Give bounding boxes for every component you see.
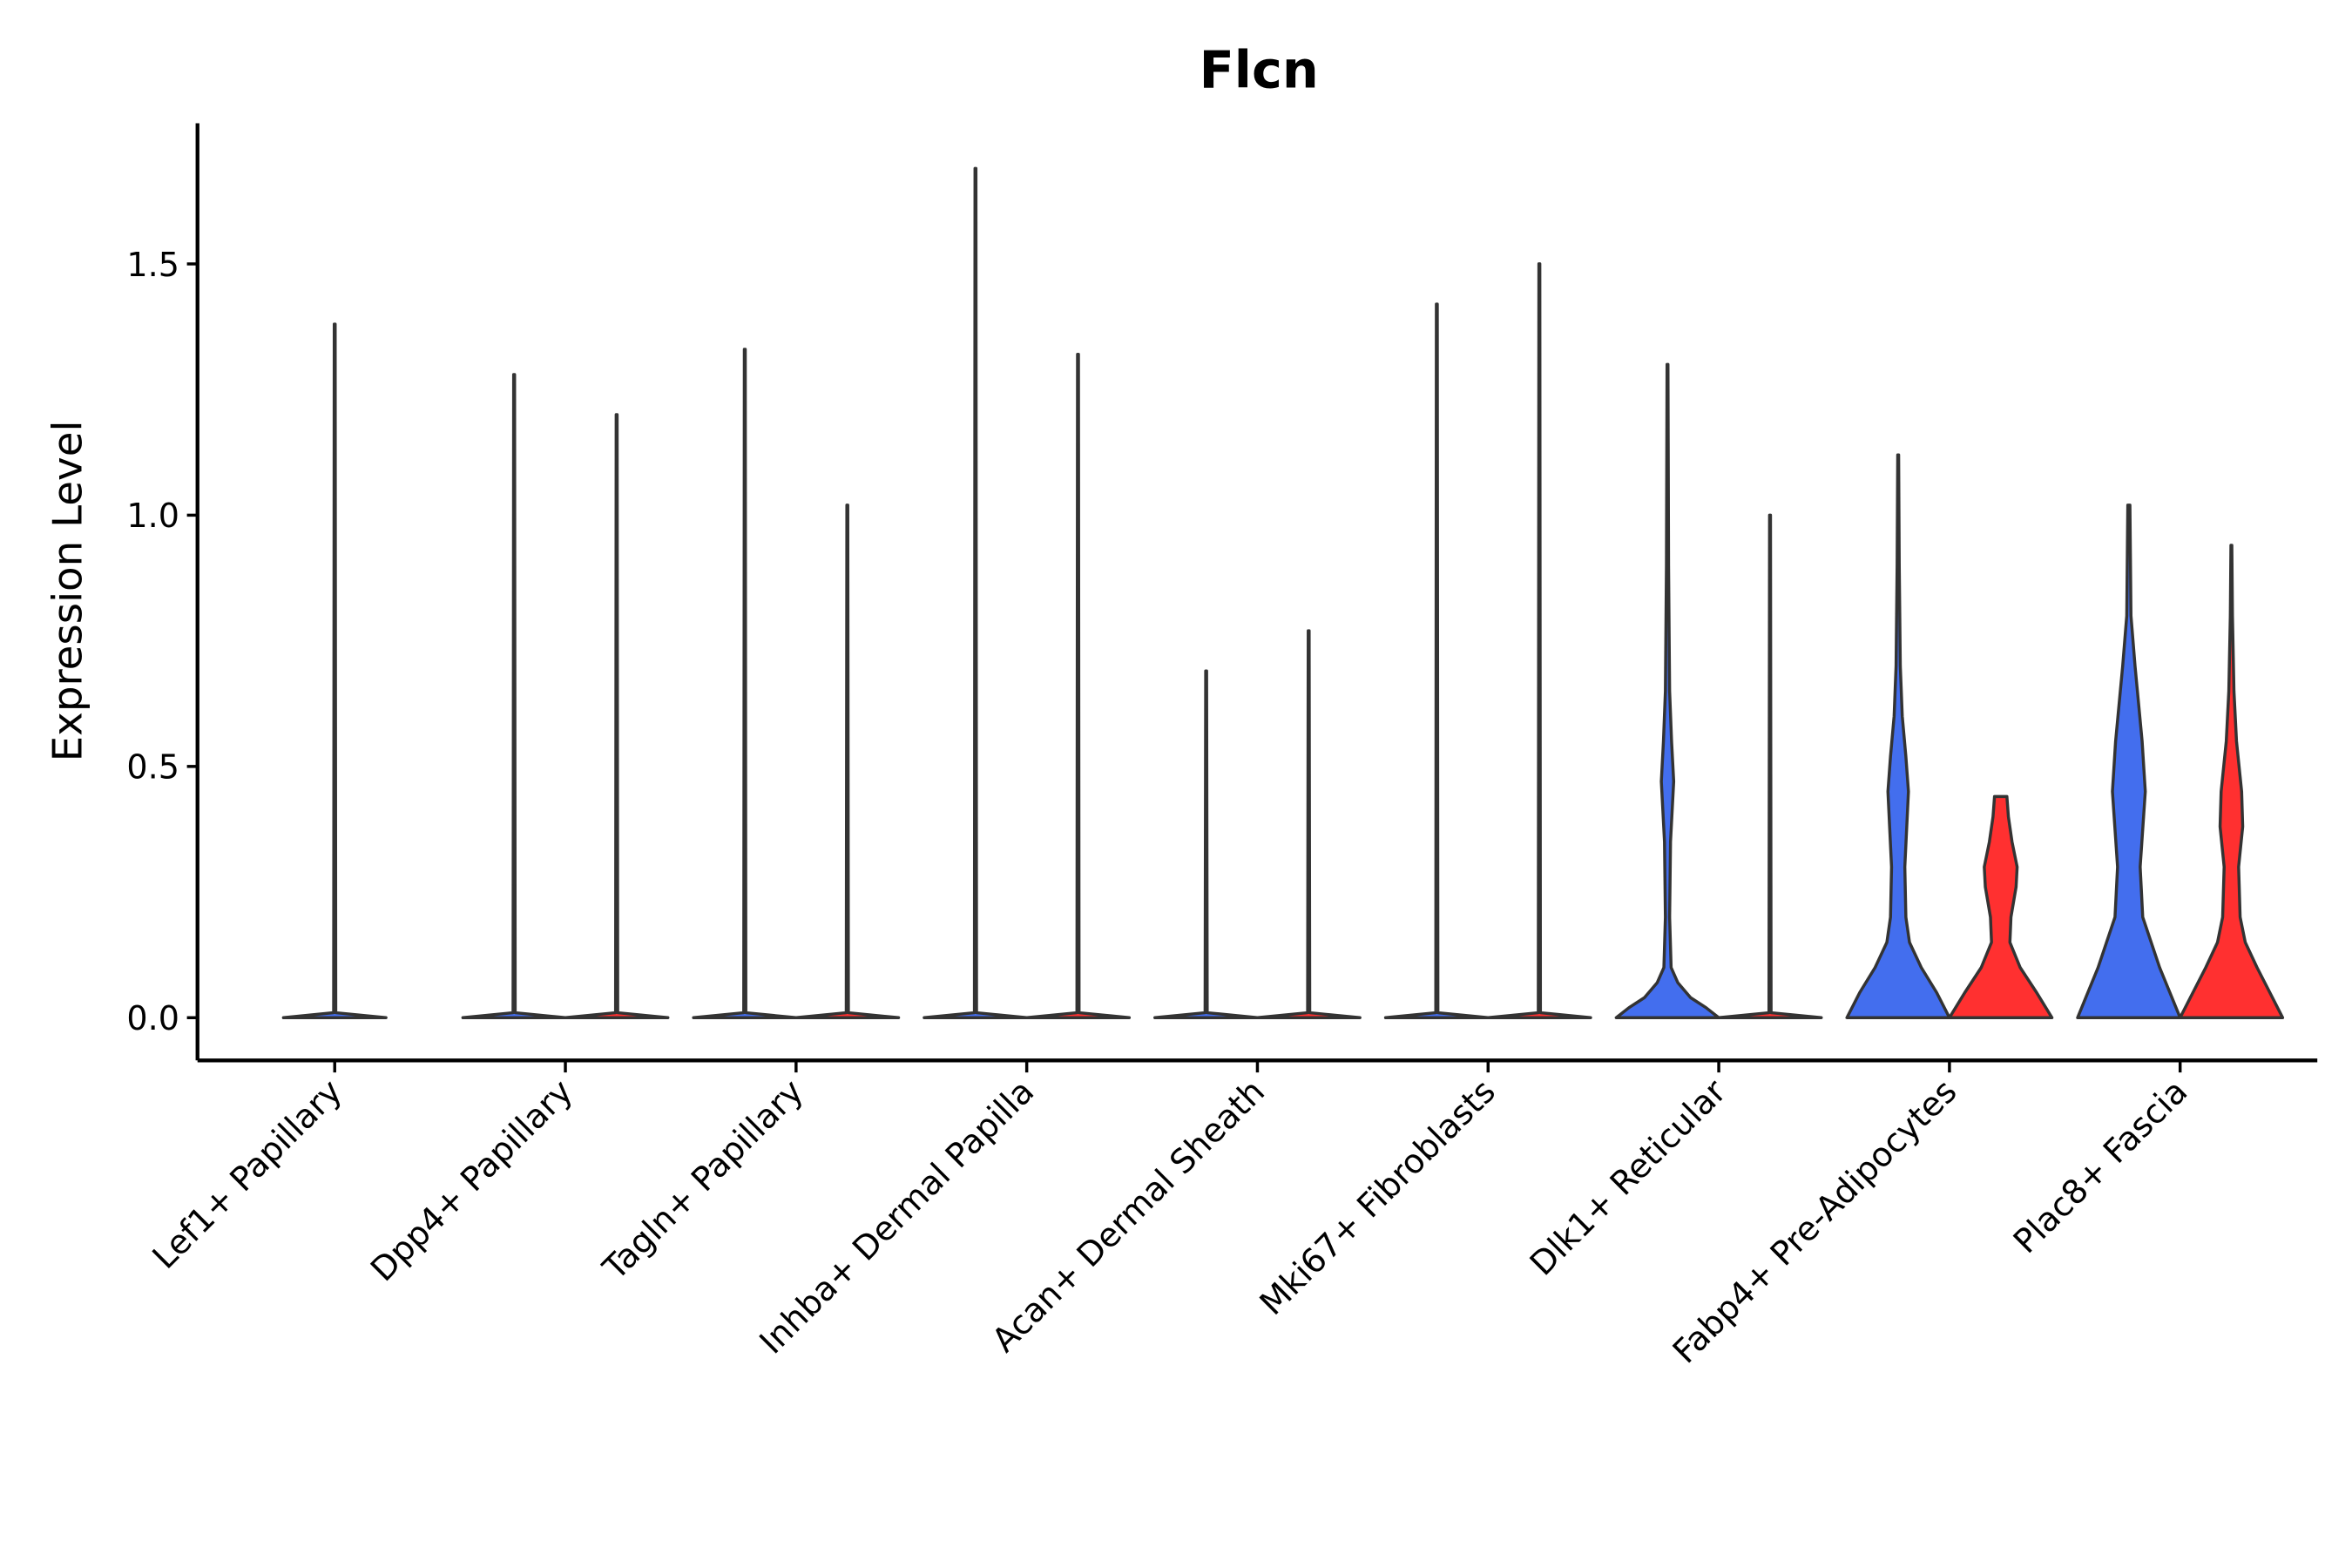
y-axis-label: Expression Level bbox=[44, 421, 91, 762]
violin-8-right bbox=[2178, 544, 2285, 1019]
x-tick-label: Dpp4+ Papillary bbox=[363, 1072, 580, 1289]
y-tick-label: 0.5 bbox=[126, 748, 179, 787]
violin-4-left bbox=[1153, 669, 1260, 1019]
violin-3-right bbox=[1024, 353, 1132, 1019]
x-tick-label: Mki67+ Fibroblasts bbox=[1253, 1072, 1503, 1322]
chart-title: Flcn bbox=[1200, 39, 1319, 99]
x-tick-label: Plac8+ Fascia bbox=[2006, 1072, 2195, 1261]
violin-8-left bbox=[2076, 504, 2182, 1019]
violin-4-right bbox=[1255, 629, 1362, 1019]
violin-1-right bbox=[564, 413, 670, 1019]
violin-5-right bbox=[1486, 262, 1592, 1019]
violin-3-left bbox=[923, 166, 1029, 1019]
violin-0-single bbox=[281, 322, 388, 1019]
x-tick-label: Acan+ Dermal Sheath bbox=[984, 1072, 1272, 1360]
y-tick-label: 1.5 bbox=[126, 246, 179, 284]
y-tick-label: 1.0 bbox=[126, 497, 179, 535]
violin-2-right bbox=[794, 504, 901, 1019]
x-tick-label: Lef1+ Papillary bbox=[145, 1072, 349, 1276]
x-tick-label: Dlk1+ Reticular bbox=[1523, 1071, 1734, 1282]
y-tick-label: 0.0 bbox=[126, 999, 179, 1037]
violin-6-left bbox=[1614, 362, 1720, 1019]
violin-6-right bbox=[1717, 513, 1823, 1019]
violin-1-left bbox=[461, 373, 567, 1019]
violin-2-left bbox=[692, 348, 798, 1019]
violin-7-left bbox=[1845, 453, 1951, 1019]
x-tick-label: Tagln+ Papillary bbox=[595, 1072, 811, 1288]
violin-5-left bbox=[1383, 302, 1490, 1019]
violin-7-right bbox=[1948, 794, 2054, 1019]
